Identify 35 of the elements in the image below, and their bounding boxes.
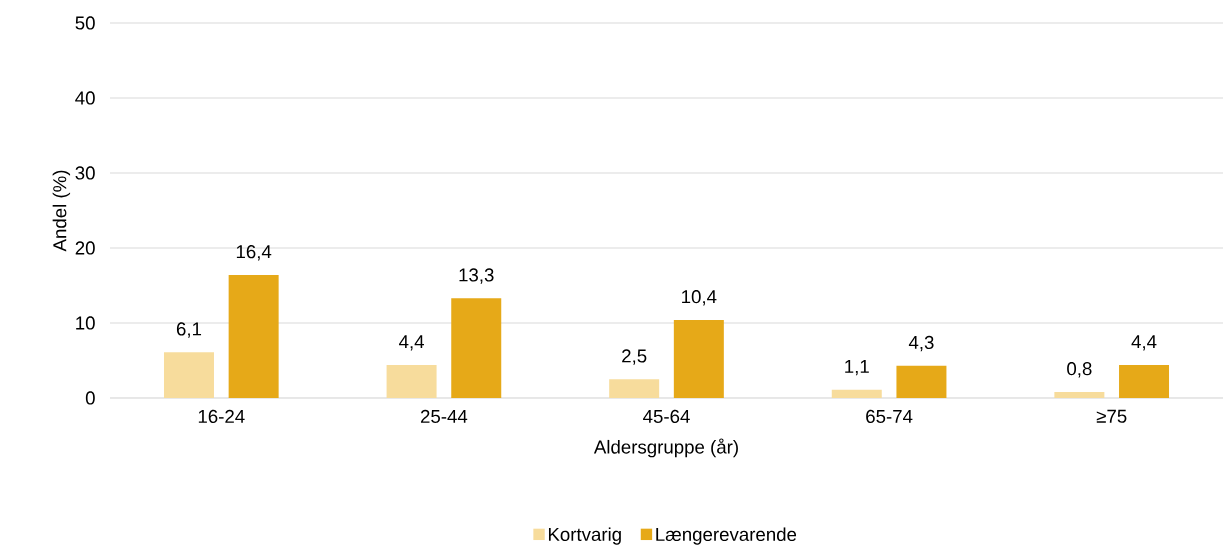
bar <box>451 298 502 398</box>
y-tick-label: 50 <box>75 16 95 30</box>
data-label: 1,1 <box>845 360 869 376</box>
bar <box>609 379 660 398</box>
legend-label: Længerevarende <box>656 527 797 545</box>
y-tick-label: 0 <box>85 391 95 405</box>
y-tick-label: 10 <box>76 316 95 330</box>
legend-label: Kortvarig <box>548 527 621 545</box>
data-label: 6,1 <box>176 322 202 338</box>
data-label: 16,4 <box>236 245 272 261</box>
bar <box>1119 364 1170 398</box>
data-label: 0,8 <box>1067 362 1092 378</box>
data-label: 4,4 <box>399 335 424 351</box>
y-axis-title: Andel (%) <box>52 170 71 252</box>
bar <box>831 389 882 398</box>
y-tick-label: 20 <box>75 241 95 255</box>
data-label: 10,4 <box>682 290 717 306</box>
y-tick-label: 30 <box>75 166 95 180</box>
x-tick-label: 25-44 <box>420 409 468 424</box>
x-tick-label: 65-74 <box>866 409 913 424</box>
x-tick-label: 45-64 <box>643 409 690 424</box>
data-label: 4,3 <box>908 335 934 352</box>
data-label: 2,5 <box>622 349 647 365</box>
x-tick-label: ≥75 <box>1096 409 1127 423</box>
data-label: 13,3 <box>459 268 494 284</box>
bar <box>163 352 214 398</box>
x-axis-title: Aldersgruppe (år) <box>593 438 738 458</box>
data-label: 4,4 <box>1131 335 1157 351</box>
bar <box>386 364 437 398</box>
x-tick-label: 16-24 <box>198 409 245 424</box>
y-tick-label: 40 <box>75 91 95 105</box>
bar <box>1054 391 1105 398</box>
bar <box>228 274 279 398</box>
bar <box>896 365 947 398</box>
bar <box>673 319 724 398</box>
